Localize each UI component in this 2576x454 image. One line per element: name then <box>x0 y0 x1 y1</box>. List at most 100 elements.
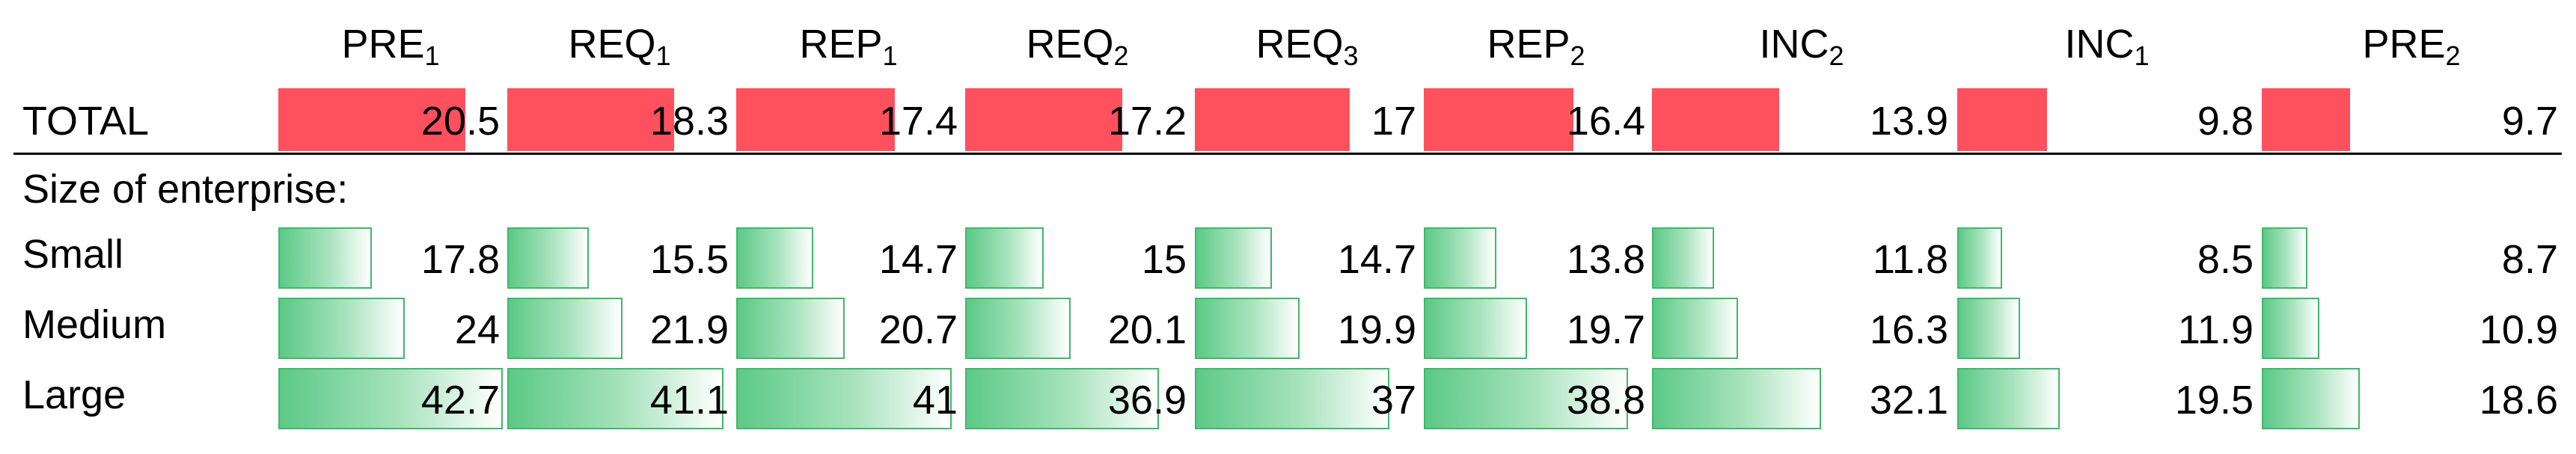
divider-line <box>13 153 2562 155</box>
column-header-base: REQ <box>1026 22 1114 67</box>
row-value: 20.1 <box>1107 307 1187 352</box>
column-header: INC2 <box>1652 21 1951 73</box>
row-bar <box>1652 298 1738 359</box>
group-label: Size of enterprise: <box>22 167 349 212</box>
row-bar <box>965 368 1160 429</box>
row-value: 19.5 <box>2174 378 2254 423</box>
total-bar <box>1957 88 2047 151</box>
column-header-subscript: 2 <box>1570 40 1585 71</box>
column-header-base: REQ <box>1255 22 1344 67</box>
total-bar <box>1424 88 1573 151</box>
row-value: 15 <box>1141 237 1187 282</box>
row-label: Large <box>22 372 126 417</box>
row-bar <box>278 227 373 289</box>
row-value: 17.8 <box>420 237 500 282</box>
total-value: 13.9 <box>1869 99 1948 144</box>
column-header: REQ1 <box>507 21 732 73</box>
row-bar <box>1195 227 1273 289</box>
row-value: 41 <box>912 378 958 423</box>
row-bar <box>2262 368 2360 429</box>
row-value: 14.7 <box>1337 237 1416 282</box>
column-header-subscript: 1 <box>2134 40 2150 71</box>
row-bar <box>507 298 622 359</box>
row-bar <box>1652 368 1821 429</box>
total-value: 9.7 <box>2501 99 2558 144</box>
column-header-subscript: 2 <box>1829 40 1844 71</box>
row-value: 11.9 <box>2177 307 2254 352</box>
column-header: REQ3 <box>1195 21 1419 73</box>
row-value: 21.9 <box>649 307 729 352</box>
row-value: 18.6 <box>2479 378 2558 423</box>
total-value: 17.4 <box>878 99 958 144</box>
row-value: 8.5 <box>2197 237 2254 282</box>
row-value: 16.3 <box>1869 307 1948 352</box>
total-bar <box>965 88 1122 151</box>
row-bar <box>2262 298 2319 359</box>
row-value: 20.7 <box>878 307 958 352</box>
row-value: 19.9 <box>1337 307 1416 352</box>
column-header-subscript: 1 <box>655 40 671 71</box>
column-header-subscript: 1 <box>424 40 440 71</box>
column-header-subscript: 2 <box>2445 40 2461 71</box>
row-bar <box>1424 298 1528 359</box>
row-value: 14.7 <box>878 237 958 282</box>
column-header: REP2 <box>1424 21 1648 73</box>
column-header-base: REQ <box>568 22 656 67</box>
column-header: PRE2 <box>2262 21 2561 73</box>
row-value: 36.9 <box>1107 378 1187 423</box>
column-header: REQ2 <box>965 21 1190 73</box>
total-bar <box>278 88 465 151</box>
row-bar <box>736 368 952 429</box>
row-bar <box>1424 227 1496 289</box>
row-bar <box>507 227 589 289</box>
total-value: 16.4 <box>1566 99 1645 144</box>
column-header-subscript: 1 <box>882 40 898 71</box>
row-label: Small <box>22 232 124 277</box>
total-bar <box>507 88 675 151</box>
row-bar <box>1957 368 2060 429</box>
row-value: 24 <box>454 307 500 352</box>
row-bar <box>1957 298 2020 359</box>
row-label: Medium <box>22 302 167 347</box>
row-value: 13.8 <box>1566 237 1645 282</box>
row-value: 15.5 <box>649 237 729 282</box>
total-value: 17 <box>1371 99 1416 144</box>
column-header-base: REP <box>799 22 883 67</box>
row-bar <box>278 298 405 359</box>
row-bar <box>1195 368 1389 429</box>
row-value: 10.9 <box>2479 307 2558 352</box>
column-header: REP1 <box>736 21 961 73</box>
column-header-base: REP <box>1487 22 1570 67</box>
row-bar <box>736 227 814 289</box>
row-value: 41.1 <box>649 378 729 423</box>
row-bar <box>507 368 723 429</box>
row-bar <box>1957 227 2002 289</box>
total-value: 18.3 <box>649 99 729 144</box>
column-header: INC1 <box>1957 21 2257 73</box>
total-bar <box>1195 88 1350 151</box>
column-header-base: PRE <box>341 22 425 67</box>
row-bar <box>965 298 1071 359</box>
total-bar <box>2262 88 2351 151</box>
row-bar <box>1424 368 1628 429</box>
row-bar <box>2262 227 2308 289</box>
total-bar <box>736 88 896 151</box>
total-value: 9.8 <box>2197 99 2254 144</box>
row-bar <box>1652 227 1714 289</box>
column-header-base: INC <box>1759 22 1829 67</box>
column-header-base: INC <box>2064 22 2135 67</box>
total-bar <box>1652 88 1779 151</box>
total-value: 17.2 <box>1107 99 1187 144</box>
row-bar <box>278 368 503 429</box>
row-value: 19.7 <box>1566 307 1645 352</box>
row-value: 11.8 <box>1872 237 1948 282</box>
total-value: 20.5 <box>420 99 500 144</box>
row-value: 38.8 <box>1566 378 1645 423</box>
row-value: 42.7 <box>420 378 500 423</box>
row-bar <box>1195 298 1300 359</box>
row-value: 32.1 <box>1869 378 1948 423</box>
column-header-subscript: 2 <box>1113 40 1129 71</box>
column-header-base: PRE <box>2362 22 2446 67</box>
row-bar <box>736 298 845 359</box>
row-value: 37 <box>1371 378 1416 423</box>
